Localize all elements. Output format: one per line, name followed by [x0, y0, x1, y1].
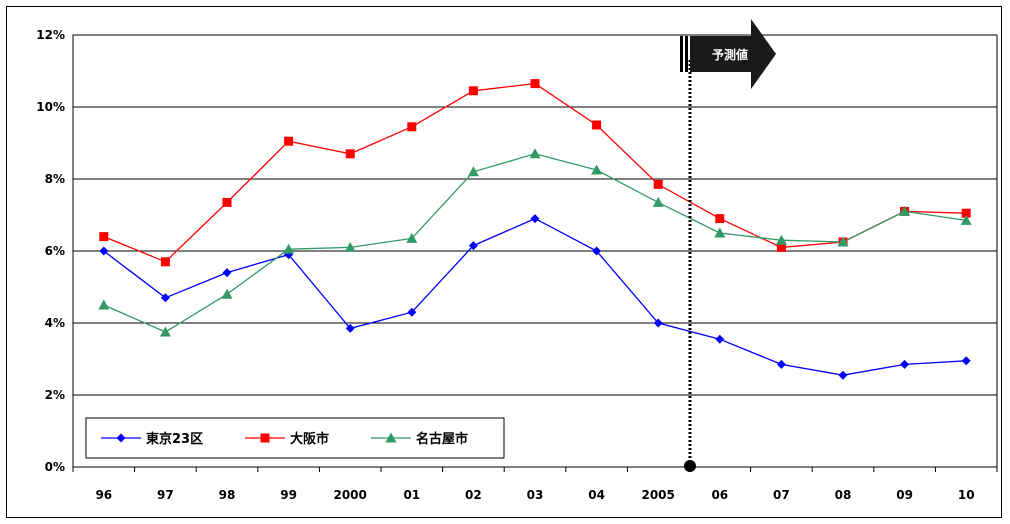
forecast-divider-dot [684, 460, 696, 472]
data-point [222, 268, 232, 278]
forecast-arrow-bar [685, 36, 688, 72]
data-point [284, 136, 294, 146]
legend-box [85, 417, 505, 459]
legend: 東京23区 大阪市 名古屋市 [85, 417, 505, 459]
x-tick-label: 2000 [333, 488, 366, 502]
chart-frame [6, 6, 1002, 518]
legend-label: 東京23区 [146, 431, 203, 447]
y-axis-ticks: 0% 2% 4% 6% 8% 10% 12% [36, 28, 65, 474]
series-1 [99, 214, 971, 380]
data-point [592, 246, 602, 256]
data-point [530, 79, 540, 89]
y-tick-label: 0% [45, 460, 65, 474]
x-tick-label: 98 [219, 488, 236, 502]
data-point [159, 326, 171, 337]
data-point [99, 246, 109, 256]
data-point [160, 257, 170, 267]
data-point [160, 293, 170, 303]
x-tick-label: 96 [95, 488, 112, 502]
x-tick-label: 08 [835, 488, 852, 502]
gridlines [72, 34, 998, 468]
data-point [714, 227, 726, 238]
data-point [653, 179, 663, 189]
data-point [345, 323, 355, 333]
data-point [468, 86, 478, 96]
x-tick-label: 2005 [641, 488, 674, 502]
x-tick-label: 01 [403, 488, 420, 502]
x-tick-label: 03 [527, 488, 544, 502]
x-tick-label: 02 [465, 488, 482, 502]
data-point [899, 205, 911, 216]
data-point [406, 232, 418, 243]
data-point [98, 299, 110, 310]
data-point [900, 359, 910, 369]
y-tick-label: 10% [36, 100, 65, 114]
y-tick-label: 8% [45, 172, 65, 186]
legend-label: 大阪市 [290, 431, 329, 447]
forecast-label: 予測値 [712, 47, 748, 62]
x-tick-label: 06 [711, 488, 728, 502]
data-point [961, 208, 971, 218]
data-point [653, 318, 663, 328]
y-tick-label: 12% [36, 28, 65, 42]
data-point [468, 241, 478, 251]
y-tick-label: 4% [45, 316, 65, 330]
data-point [961, 356, 971, 366]
data-point [467, 166, 479, 177]
data-point [652, 196, 664, 207]
data-point [776, 242, 786, 252]
y-tick-label: 6% [45, 244, 65, 258]
forecast-arrow [690, 19, 776, 89]
legend-marker [260, 433, 270, 443]
data-point [530, 214, 540, 224]
data-point [99, 232, 109, 242]
data-point [407, 307, 417, 317]
data-point [529, 148, 541, 159]
data-point [283, 243, 295, 254]
data-point [776, 359, 786, 369]
x-tick-label: 07 [773, 488, 790, 502]
data-point [222, 197, 232, 207]
data-point [837, 236, 849, 247]
y-tick-label: 2% [45, 388, 65, 402]
data-point [221, 288, 233, 299]
series-3 [98, 148, 972, 337]
forecast-marker: 予測値 [680, 19, 776, 472]
data-point [345, 149, 355, 159]
data-point [407, 122, 417, 132]
data-point [775, 234, 787, 245]
x-tick-label: 97 [157, 488, 174, 502]
legend-label: 名古屋市 [416, 431, 468, 447]
data-point [960, 214, 972, 225]
forecast-arrow-bar [680, 36, 683, 72]
data-point [715, 214, 725, 224]
data-point [344, 241, 356, 252]
x-tick-label: 99 [280, 488, 297, 502]
data-point [715, 334, 725, 344]
data-point [592, 120, 602, 130]
x-tick-label: 10 [958, 488, 975, 502]
x-tick-label: 04 [588, 488, 605, 502]
series-layer [98, 79, 972, 380]
x-tick-label: 09 [896, 488, 913, 502]
legend-marker [385, 432, 397, 443]
x-axis-ticks: 96 97 98 99 2000 01 02 03 04 2005 06 07 08 09 10 [72, 467, 998, 502]
data-point [838, 370, 848, 380]
legend-marker [116, 433, 126, 443]
data-point [591, 164, 603, 175]
